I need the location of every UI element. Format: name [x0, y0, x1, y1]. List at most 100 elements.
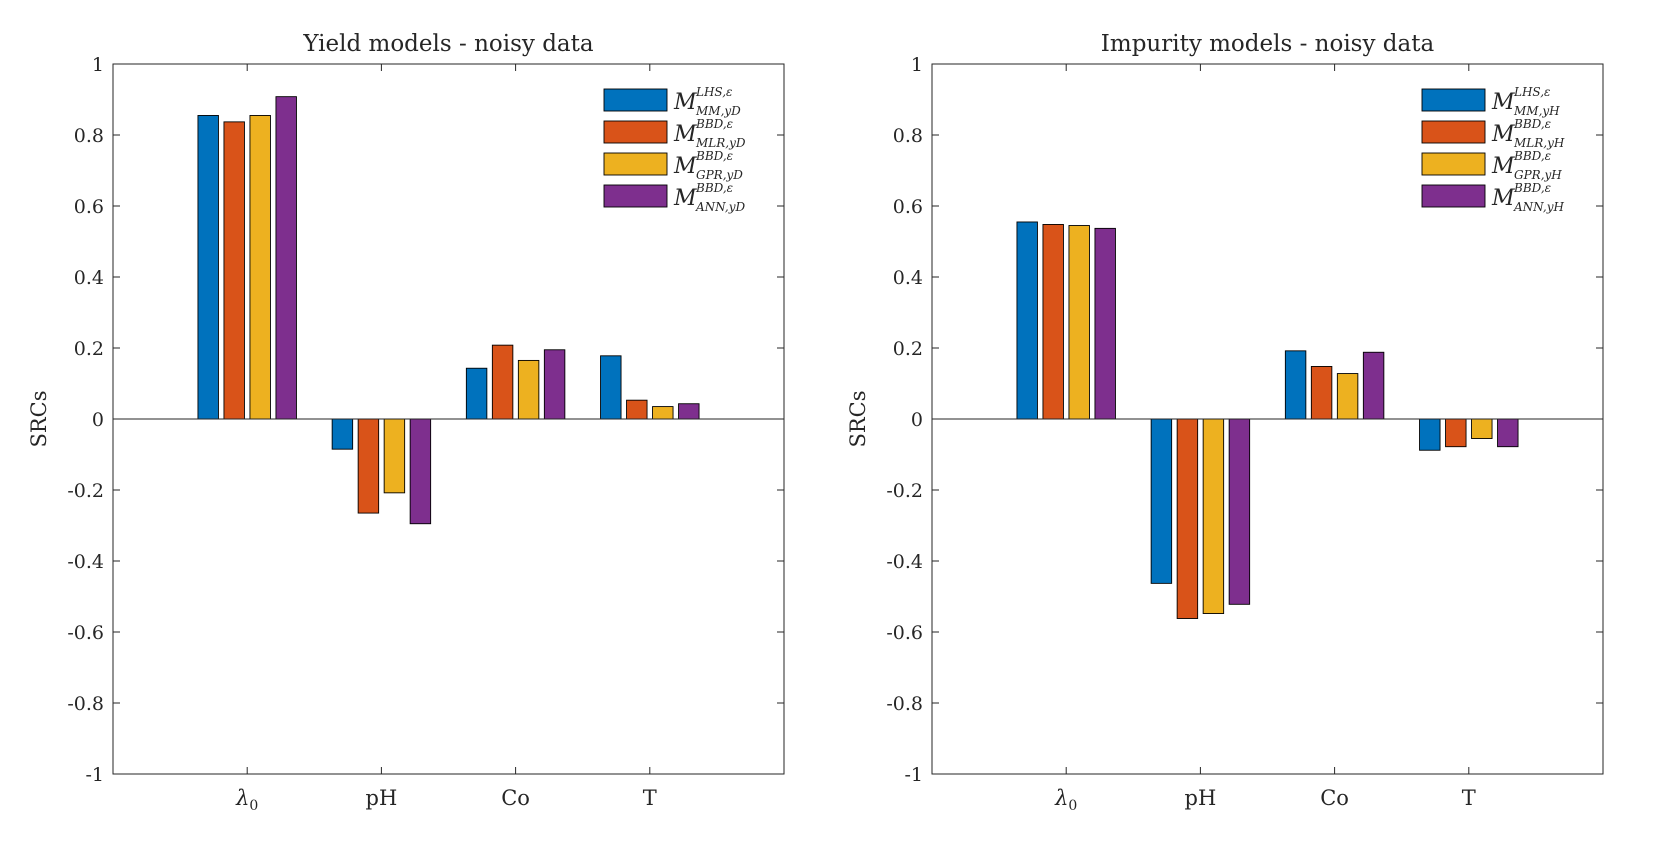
bar	[652, 406, 674, 420]
legend-superscript: BBD,ε	[1513, 149, 1551, 163]
legend-label: M	[1491, 186, 1515, 211]
impurity-chart: Impurity models - noisy data 1 0.8 0.6 0.4 0.…	[846, 31, 1604, 814]
y-tick-label: 0.8	[893, 125, 923, 147]
bar	[1068, 225, 1090, 420]
bar	[383, 418, 406, 494]
legend-label: M	[673, 154, 697, 179]
legend-superscript: BBD,ε	[1513, 181, 1551, 195]
y-tick-label: -0.2	[67, 480, 104, 502]
bar	[1176, 418, 1199, 619]
legend-swatch	[603, 88, 668, 112]
legend-label: M	[673, 186, 697, 211]
bar	[1362, 351, 1385, 420]
x-tick-label: T	[643, 786, 657, 810]
bar	[517, 359, 540, 420]
legend-subscript: ANN,yH	[1513, 200, 1564, 214]
bar	[1284, 350, 1307, 420]
legend-superscript: BBD,ε	[695, 181, 733, 195]
legend-subscript: MLR,yD	[695, 136, 746, 150]
y-tick-label: 0.4	[74, 267, 104, 289]
legend-label: M	[673, 90, 697, 115]
y-tick-label: -0.8	[67, 693, 104, 715]
y-tick-label: -0.4	[67, 551, 104, 573]
bar	[223, 121, 245, 420]
bar	[331, 418, 354, 450]
bar	[409, 418, 432, 525]
bar	[600, 355, 622, 420]
x-tick-label: λ0	[235, 786, 258, 814]
legend-swatch	[603, 120, 668, 144]
y-tick-label: 1	[92, 54, 104, 76]
bar	[1445, 418, 1467, 448]
bar	[491, 344, 514, 420]
legend-superscript: BBD,ε	[695, 149, 733, 163]
legend-superscript: LHS,ε	[695, 85, 732, 99]
y-tick-label: -0.8	[886, 693, 923, 715]
yield-chart: Yield models - noisy data 1 0.8 0.6 0.4 0.2 0 -…	[27, 31, 785, 814]
bar	[1497, 418, 1519, 448]
legend-subscript: MLR,yH	[1513, 136, 1565, 150]
bar	[626, 399, 648, 420]
y-tick-label: 0.4	[893, 267, 923, 289]
x-tick-label: λ0	[1054, 786, 1077, 814]
y-tick-label: -0.6	[67, 622, 104, 644]
bar	[1471, 418, 1493, 439]
bar	[1202, 418, 1225, 614]
y-tick-label: 0	[92, 409, 104, 431]
bar	[1310, 366, 1333, 420]
x-tick-label: T	[1462, 786, 1476, 810]
y-tick-label: 0	[911, 409, 923, 431]
bar	[1336, 373, 1359, 420]
y-tick-label: 1	[911, 54, 923, 76]
legend-label: M	[1491, 122, 1515, 147]
y-axis-label: SRCs	[27, 390, 51, 447]
x-tick-label: pH	[1185, 786, 1217, 810]
legend-swatch	[1421, 152, 1486, 176]
legend-swatch	[1421, 88, 1486, 112]
bar	[678, 403, 700, 420]
legend-subscript: MM,yH	[1513, 104, 1560, 118]
legend-superscript: LHS,ε	[1513, 85, 1550, 99]
x-tick-label: Co	[1320, 786, 1349, 810]
bar	[357, 418, 380, 514]
bar	[1042, 224, 1064, 420]
legend-swatch	[603, 184, 668, 208]
y-tick-label: 0.6	[74, 196, 104, 218]
bar	[1228, 418, 1251, 605]
legend-subscript: GPR,yD	[696, 168, 743, 182]
bar	[249, 115, 271, 420]
legend-subscript: GPR,yH	[1514, 168, 1562, 182]
bar	[1016, 221, 1038, 420]
legend-label: M	[673, 122, 697, 147]
bar	[197, 115, 219, 420]
legend-swatch	[1421, 120, 1486, 144]
bar	[1094, 227, 1116, 420]
legend-label: M	[1491, 154, 1515, 179]
y-tick-label: -1	[85, 764, 104, 786]
y-tick-label: 0.8	[74, 125, 104, 147]
legend-swatch	[1421, 184, 1486, 208]
legend-swatch	[603, 152, 668, 176]
x-tick-label: Co	[501, 786, 530, 810]
y-axis-label: SRCs	[846, 390, 870, 447]
legend-subscript: MM,yD	[695, 104, 741, 118]
y-tick-label: 0.2	[74, 338, 104, 360]
bar	[275, 96, 297, 420]
y-tick-label: 0.2	[893, 338, 923, 360]
legend-superscript: BBD,ε	[1513, 117, 1551, 131]
chart-title: Impurity models - noisy data	[1101, 31, 1435, 57]
legend-superscript: BBD,ε	[695, 117, 733, 131]
y-tick-label: 0.6	[893, 196, 923, 218]
bar	[543, 349, 566, 420]
legend-label: M	[1491, 90, 1515, 115]
bar	[465, 367, 488, 420]
bar	[1419, 418, 1441, 451]
x-tick-label: pH	[366, 786, 398, 810]
y-tick-label: -0.2	[886, 480, 923, 502]
y-tick-label: -0.6	[886, 622, 923, 644]
y-tick-label: -0.4	[886, 551, 923, 573]
bar	[1150, 418, 1173, 584]
